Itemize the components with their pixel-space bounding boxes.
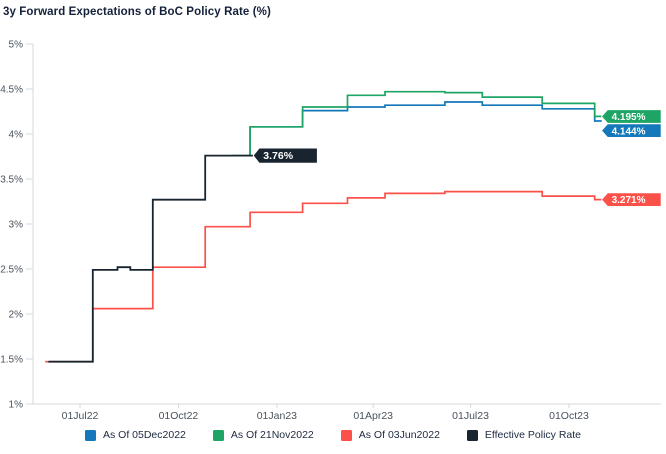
end-label-effective-policy-rate <box>252 147 318 164</box>
series-line-as-of-21nov2022[interactable] <box>232 90 602 157</box>
series-line-as-of-03jun2022[interactable] <box>44 190 602 363</box>
chart-legend: As Of 05Dec2022 As Of 21Nov2022 As Of 03… <box>0 429 666 441</box>
legend-swatch-green <box>212 429 224 441</box>
y-tick-label: 2.5% <box>0 265 23 276</box>
legend-swatch-blue <box>84 429 96 441</box>
end-label-effective-policy-rate-text: 3.76% <box>263 150 293 162</box>
legend-label: As Of 03Jun2022 <box>358 429 440 441</box>
legend-item-as-of-03jun2022[interactable]: As Of 03Jun2022 <box>340 429 440 441</box>
end-label-as-of-21nov2022-text: 4.195% <box>612 112 646 123</box>
legend-swatch-red <box>340 429 352 441</box>
series-line-as-of-05dec2022[interactable] <box>247 101 602 157</box>
y-tick-label: 3% <box>9 220 24 231</box>
y-tick-label: 1.5% <box>0 355 23 366</box>
y-tick-label: 1% <box>9 400 24 411</box>
x-tick-label: 01Jan23 <box>257 410 297 422</box>
series-line-effective-policy-rate[interactable] <box>48 154 254 363</box>
x-tick-label: 01Oct23 <box>549 410 589 422</box>
legend-item-as-of-21nov2022[interactable]: As Of 21Nov2022 <box>212 429 314 441</box>
end-label-as-of-05dec2022 <box>601 123 662 138</box>
end-label-as-of-21nov2022 <box>601 109 662 124</box>
x-tick-label: 01Apr23 <box>353 410 393 422</box>
x-tick-label: 01Jul23 <box>452 410 489 422</box>
x-tick-label: 01Jul22 <box>62 410 99 422</box>
end-label-as-of-05dec2022-text: 4.144% <box>612 126 646 137</box>
legend-swatch-dark <box>466 429 478 441</box>
legend-label: Effective Policy Rate <box>484 429 582 441</box>
end-label-as-of-03jun2022 <box>601 192 662 207</box>
y-tick-label: 3.5% <box>0 175 23 186</box>
end-label-as-of-03jun2022-text: 3.271% <box>612 195 646 206</box>
y-tick-label: 2% <box>9 310 24 321</box>
y-tick-label: 5% <box>9 40 24 51</box>
legend-item-as-of-05dec2022[interactable]: As Of 05Dec2022 <box>84 429 186 441</box>
x-tick-label: 01Oct22 <box>159 410 199 422</box>
legend-item-effective-policy-rate[interactable]: Effective Policy Rate <box>466 429 582 441</box>
legend-label: As Of 05Dec2022 <box>102 429 186 441</box>
legend-label: As Of 21Nov2022 <box>230 429 314 441</box>
y-tick-label: 4% <box>9 130 24 141</box>
chart-title: 3y Forward Expectations of BoC Policy Ra… <box>3 6 271 18</box>
y-tick-label: 4.5% <box>0 85 23 96</box>
